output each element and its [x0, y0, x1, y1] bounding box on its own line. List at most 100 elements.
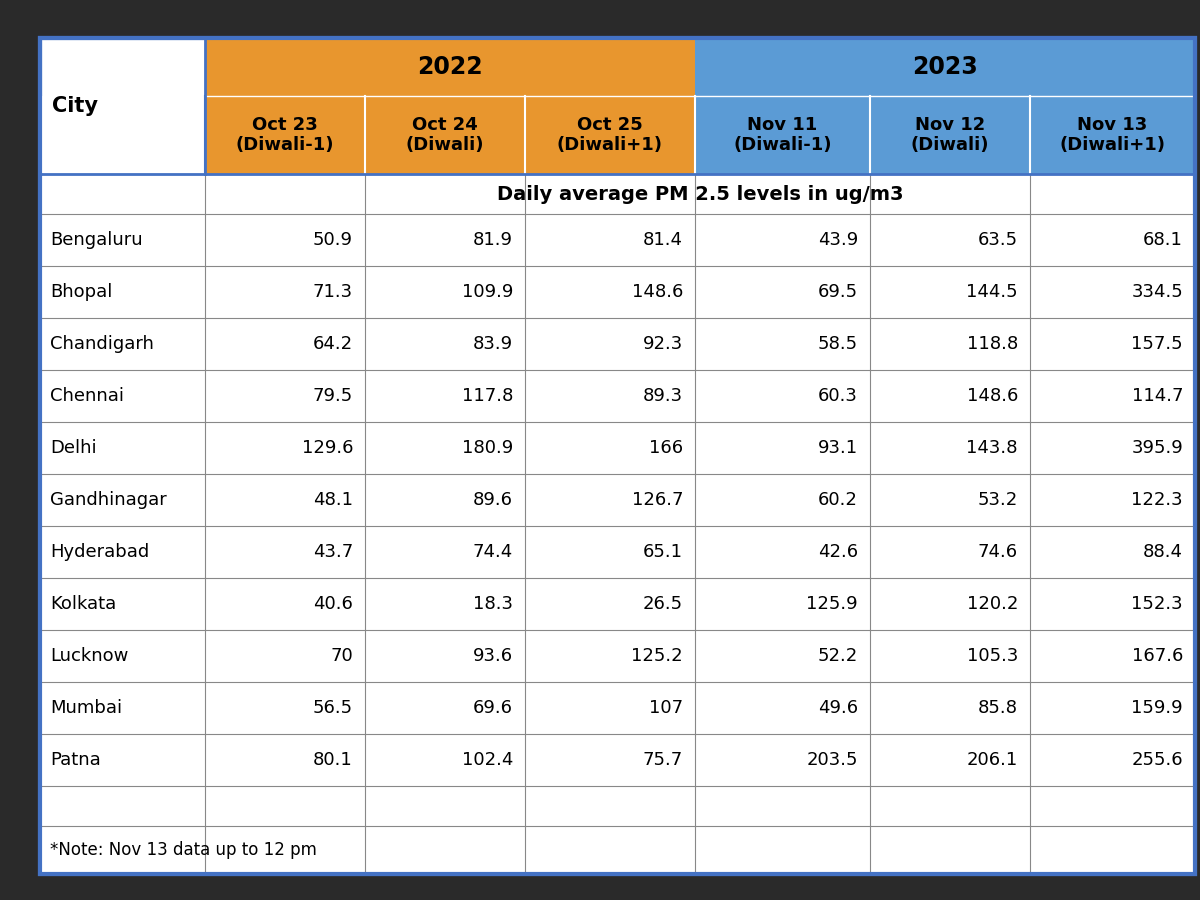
Bar: [205, 96, 695, 174]
Text: Delhi: Delhi: [50, 439, 97, 457]
Text: 129.6: 129.6: [301, 439, 353, 457]
Bar: [40, 578, 1195, 630]
Text: 102.4: 102.4: [462, 751, 514, 769]
Text: 89.6: 89.6: [473, 491, 514, 509]
Text: 126.7: 126.7: [631, 491, 683, 509]
Bar: [40, 214, 1195, 266]
Text: 69.6: 69.6: [473, 699, 514, 717]
Text: Lucknow: Lucknow: [50, 647, 128, 665]
Text: 50.9: 50.9: [313, 231, 353, 249]
Bar: [40, 370, 1195, 422]
Text: 64.2: 64.2: [313, 335, 353, 353]
Text: 159.9: 159.9: [1132, 699, 1183, 717]
Text: 18.3: 18.3: [473, 595, 514, 613]
Text: Nov 13
(Diwali+1): Nov 13 (Diwali+1): [1060, 115, 1165, 155]
Text: 75.7: 75.7: [643, 751, 683, 769]
Text: 52.2: 52.2: [817, 647, 858, 665]
Bar: [695, 38, 1195, 96]
Text: 53.2: 53.2: [978, 491, 1018, 509]
Text: 167.6: 167.6: [1132, 647, 1183, 665]
Text: 157.5: 157.5: [1132, 335, 1183, 353]
Text: 143.8: 143.8: [966, 439, 1018, 457]
Text: Kolkata: Kolkata: [50, 595, 116, 613]
Text: Chandigarh: Chandigarh: [50, 335, 154, 353]
Text: 65.1: 65.1: [643, 543, 683, 561]
Text: 81.9: 81.9: [473, 231, 514, 249]
Text: Oct 25
(Diwali+1): Oct 25 (Diwali+1): [557, 115, 662, 155]
Text: 2022: 2022: [418, 55, 482, 79]
Text: 60.3: 60.3: [818, 387, 858, 405]
Bar: [40, 474, 1195, 526]
Text: 71.3: 71.3: [313, 283, 353, 301]
Text: 255.6: 255.6: [1132, 751, 1183, 769]
Text: 68.1: 68.1: [1144, 231, 1183, 249]
Text: 117.8: 117.8: [462, 387, 514, 405]
Text: 122.3: 122.3: [1132, 491, 1183, 509]
Text: Chennai: Chennai: [50, 387, 124, 405]
Text: Bengaluru: Bengaluru: [50, 231, 143, 249]
Text: 80.1: 80.1: [313, 751, 353, 769]
Text: 79.5: 79.5: [313, 387, 353, 405]
Text: Oct 24
(Diwali): Oct 24 (Diwali): [406, 115, 485, 155]
Text: 58.5: 58.5: [818, 335, 858, 353]
Text: 74.4: 74.4: [473, 543, 514, 561]
Text: 42.6: 42.6: [818, 543, 858, 561]
Text: 92.3: 92.3: [643, 335, 683, 353]
Text: 206.1: 206.1: [967, 751, 1018, 769]
Text: 93.6: 93.6: [473, 647, 514, 665]
Bar: [40, 174, 205, 214]
Text: 105.3: 105.3: [967, 647, 1018, 665]
Bar: [40, 630, 1195, 682]
Text: 125.9: 125.9: [806, 595, 858, 613]
Bar: [40, 266, 1195, 318]
Text: 88.4: 88.4: [1142, 543, 1183, 561]
Text: City: City: [52, 96, 98, 116]
Text: 152.3: 152.3: [1132, 595, 1183, 613]
Text: 107: 107: [649, 699, 683, 717]
Bar: [205, 174, 1195, 214]
Bar: [40, 682, 1195, 734]
Text: 83.9: 83.9: [473, 335, 514, 353]
Text: 89.3: 89.3: [643, 387, 683, 405]
Text: Hyderabad: Hyderabad: [50, 543, 149, 561]
Bar: [40, 96, 205, 174]
Text: 69.5: 69.5: [818, 283, 858, 301]
Text: 70: 70: [330, 647, 353, 665]
Text: Patna: Patna: [50, 751, 101, 769]
Text: 48.1: 48.1: [313, 491, 353, 509]
Bar: [40, 318, 1195, 370]
Text: Gandhinagar: Gandhinagar: [50, 491, 167, 509]
Text: Mumbai: Mumbai: [50, 699, 122, 717]
Text: 334.5: 334.5: [1132, 283, 1183, 301]
Bar: [40, 786, 1195, 826]
Text: 203.5: 203.5: [806, 751, 858, 769]
Text: 395.9: 395.9: [1132, 439, 1183, 457]
Text: 114.7: 114.7: [1132, 387, 1183, 405]
Text: *Note: Nov 13 data up to 12 pm: *Note: Nov 13 data up to 12 pm: [50, 841, 317, 859]
Bar: [205, 38, 695, 96]
Text: 2023: 2023: [912, 55, 978, 79]
Text: 85.8: 85.8: [978, 699, 1018, 717]
Text: 40.6: 40.6: [313, 595, 353, 613]
Text: 26.5: 26.5: [643, 595, 683, 613]
Text: 148.6: 148.6: [967, 387, 1018, 405]
Text: Nov 12
(Diwali): Nov 12 (Diwali): [911, 115, 989, 155]
Text: 43.7: 43.7: [313, 543, 353, 561]
Text: 63.5: 63.5: [978, 231, 1018, 249]
Text: 43.9: 43.9: [817, 231, 858, 249]
Text: Daily average PM 2.5 levels in ug/m3: Daily average PM 2.5 levels in ug/m3: [497, 184, 904, 203]
Text: 81.4: 81.4: [643, 231, 683, 249]
Text: Oct 23
(Diwali-1): Oct 23 (Diwali-1): [235, 115, 335, 155]
Bar: [695, 96, 1195, 174]
Text: Nov 11
(Diwali-1): Nov 11 (Diwali-1): [733, 115, 832, 155]
Text: 60.2: 60.2: [818, 491, 858, 509]
Text: 148.6: 148.6: [631, 283, 683, 301]
Text: 120.2: 120.2: [967, 595, 1018, 613]
Text: Bhopal: Bhopal: [50, 283, 113, 301]
Text: 49.6: 49.6: [818, 699, 858, 717]
Text: 56.5: 56.5: [313, 699, 353, 717]
Text: 180.9: 180.9: [462, 439, 514, 457]
Text: 125.2: 125.2: [631, 647, 683, 665]
Bar: [40, 826, 1195, 874]
Text: 144.5: 144.5: [966, 283, 1018, 301]
